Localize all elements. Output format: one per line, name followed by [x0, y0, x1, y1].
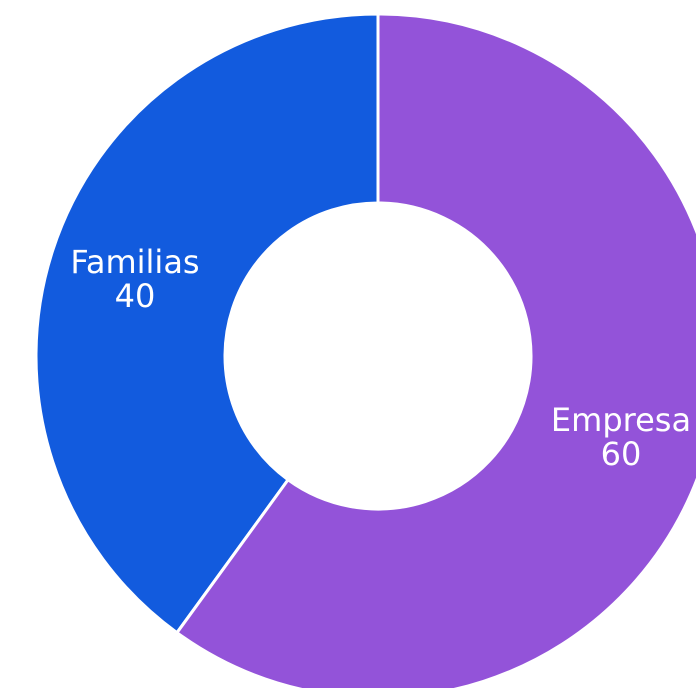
slice-label-empresa: Empresa — [551, 401, 691, 439]
donut-slices — [34, 12, 696, 688]
slice-label-familias: Familias — [70, 243, 199, 281]
donut-slice-empresa — [175, 12, 696, 688]
donut-slice-familias — [34, 12, 380, 635]
slice-value-familias: 40 — [115, 277, 156, 315]
slice-value-empresa: 60 — [601, 435, 642, 473]
